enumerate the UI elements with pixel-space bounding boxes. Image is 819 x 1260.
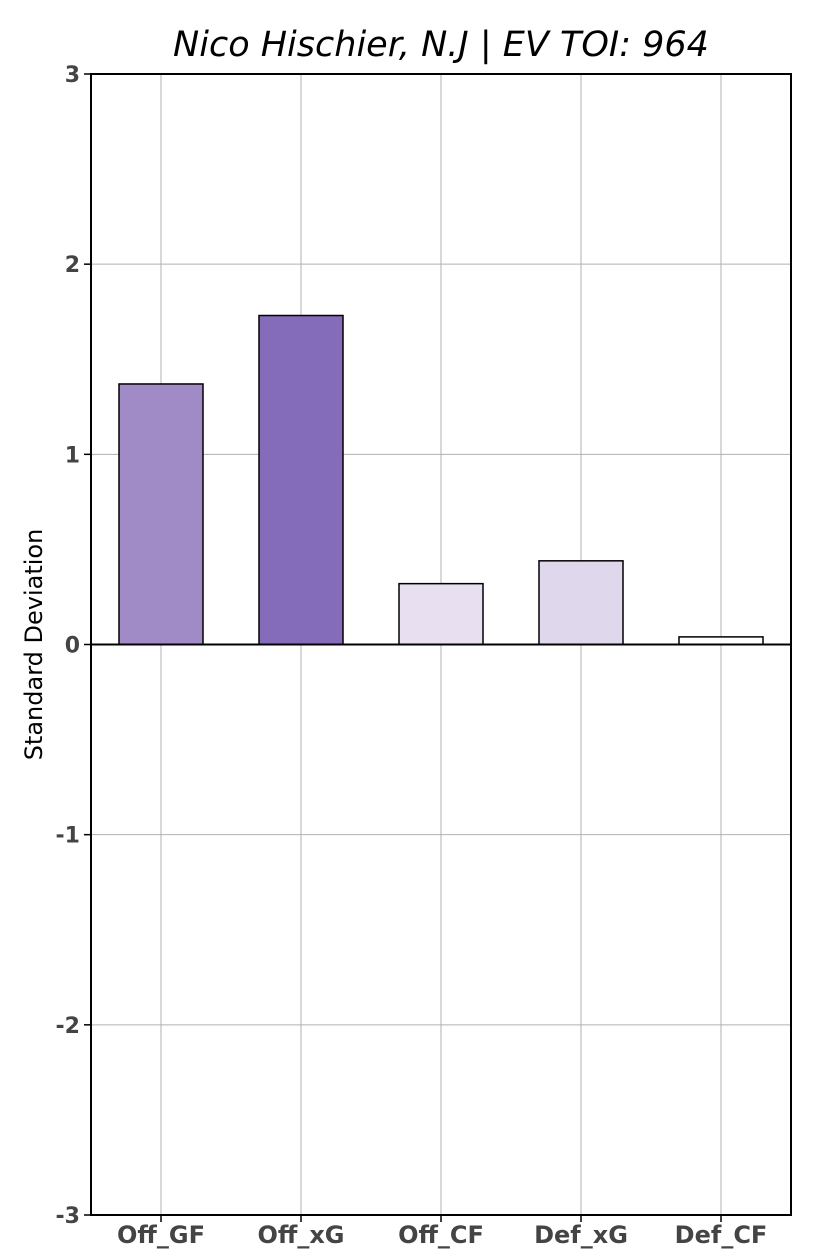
- y-tick-label: 2: [65, 253, 80, 278]
- y-tick-label: 1: [65, 443, 80, 468]
- bar-off-gf: [118, 383, 204, 646]
- axes: [84, 73, 792, 1222]
- x-tick-label: Off_CF: [398, 1221, 484, 1249]
- y-tick-label: 0: [65, 634, 80, 659]
- bar-off-xg: [258, 314, 344, 646]
- x-tick-label: Off_GF: [117, 1221, 205, 1249]
- x-tick-label: Def_CF: [675, 1221, 768, 1249]
- x-tick-label: Def_xG: [534, 1221, 628, 1249]
- bar-off-cf: [398, 582, 484, 646]
- y-tick-label: -3: [56, 1204, 80, 1229]
- bar-def-xg: [538, 560, 624, 646]
- y-tick-label: 3: [65, 63, 80, 88]
- y-tick-label: -2: [56, 1014, 80, 1039]
- y-tick-labels: 3 2 1 0 -1 -2 -3: [56, 63, 80, 1229]
- x-tick-label: Off_xG: [257, 1221, 344, 1249]
- x-tick-labels: Off_GF Off_xG Off_CF Def_xG Def_CF: [117, 1221, 767, 1249]
- bar-def-cf: [678, 636, 764, 646]
- y-axis-label: Standard Deviation: [20, 529, 48, 761]
- chart-title: Nico Hischier, N.J | EV TOI: 964: [173, 25, 709, 65]
- y-tick-label: -1: [56, 824, 80, 849]
